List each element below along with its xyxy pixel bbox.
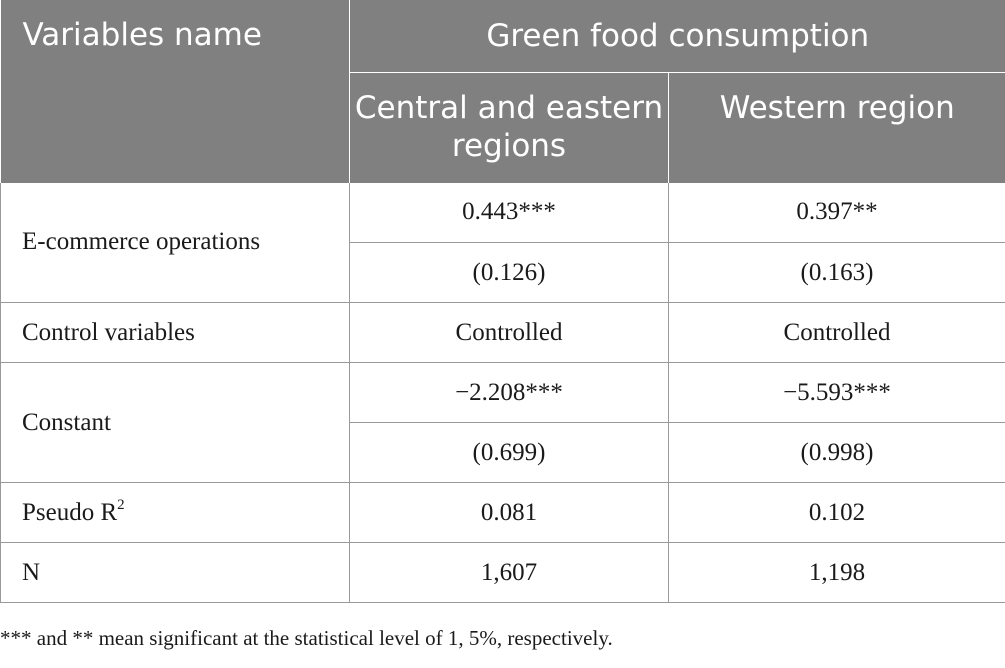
table-row: N 1,607 1,198	[0, 542, 1005, 603]
pseudo-r2-superscript: 2	[117, 496, 125, 513]
cell-central-constant-coef: −2.208***	[349, 362, 669, 423]
table-row: Constant −2.208*** −5.593***	[0, 362, 1005, 483]
cell-western-ecommerce-se: (0.163)	[667, 242, 1005, 303]
cell-central-n: 1,607	[349, 542, 669, 603]
cell-central-ecommerce-coef: 0.443***	[349, 182, 669, 243]
header-group-title: Green food consumption	[349, 0, 1005, 73]
table-header: Variables name Green food consumption Ce…	[0, 0, 1005, 183]
table-body: E-commerce operations 0.443*** 0.397** (…	[0, 182, 1005, 603]
table-row: (0.126) (0.163)	[1, 242, 1005, 303]
header-variables-name: Variables name	[0, 0, 350, 183]
header-western: Western region	[668, 72, 1005, 183]
table-row: E-commerce operations 0.443*** 0.397**	[0, 182, 1005, 303]
cell-western-constant-se: (0.998)	[667, 422, 1005, 483]
cell-central-constant-se: (0.699)	[349, 422, 669, 483]
cell-western-ecommerce-coef: 0.397**	[667, 182, 1005, 243]
header-central-eastern: Central and eastern regions	[349, 72, 669, 183]
results-table: Variables name Green food consumption Ce…	[0, 0, 1005, 603]
table-row: Control variables Controlled Controlled	[0, 302, 1005, 363]
cell-western-constant-coef: −5.593***	[667, 362, 1005, 423]
cell-western-controls: Controlled	[667, 302, 1005, 363]
row-label-controls: Control variables	[0, 302, 350, 363]
row-label-n: N	[0, 542, 350, 603]
cell-western-n: 1,198	[667, 542, 1005, 603]
row-label-constant: Constant	[0, 362, 350, 483]
table-row: Pseudo R2 0.081 0.102	[0, 482, 1005, 543]
table-footnote: *** and ** mean significant at the stati…	[0, 626, 613, 650]
row-label-pseudo-r2: Pseudo R2	[0, 482, 350, 543]
cell-central-pseudo-r2: 0.081	[349, 482, 669, 543]
pseudo-r2-text: Pseudo R	[22, 498, 118, 526]
cell-central-controls: Controlled	[349, 302, 669, 363]
cell-central-ecommerce-se: (0.126)	[349, 242, 669, 303]
row-label-ecommerce: E-commerce operations	[0, 182, 350, 303]
cell-western-pseudo-r2: 0.102	[667, 482, 1005, 543]
